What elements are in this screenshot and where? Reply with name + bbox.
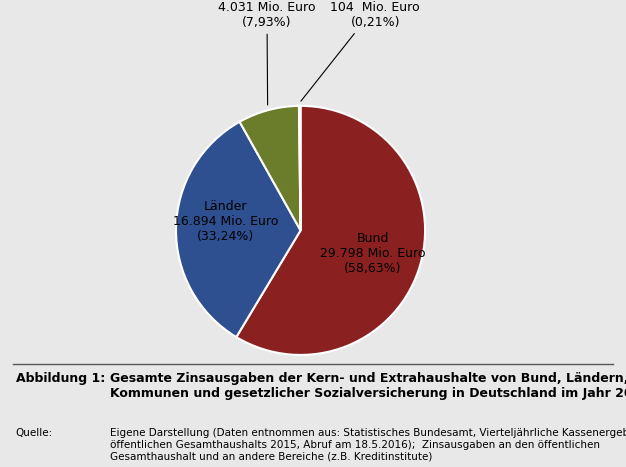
Text: Kommunen
4.031 Mio. Euro
(7,93%): Kommunen 4.031 Mio. Euro (7,93%): [218, 0, 316, 105]
Text: Bund
29.798 Mio. Euro
(58,63%): Bund 29.798 Mio. Euro (58,63%): [320, 233, 426, 276]
Wedge shape: [299, 106, 300, 230]
Text: Eigene Darstellung (Daten entnommen aus: Statistisches Bundesamt, Vierteljährlic: Eigene Darstellung (Daten entnommen aus:…: [110, 428, 626, 461]
Text: Abbildung 1:: Abbildung 1:: [16, 373, 105, 385]
Wedge shape: [176, 122, 300, 337]
Text: Länder
16.894 Mio. Euro
(33,24%): Länder 16.894 Mio. Euro (33,24%): [173, 200, 279, 243]
Text: Sozialversicherung
104  Mio. Euro
(0,21%): Sozialversicherung 104 Mio. Euro (0,21%): [301, 0, 434, 101]
Wedge shape: [240, 106, 300, 230]
Text: Quelle:: Quelle:: [16, 428, 53, 438]
Text: Gesamte Zinsausgaben der Kern- und Extrahaushalte von Bund, Ländern,
Kommunen un: Gesamte Zinsausgaben der Kern- und Extra…: [110, 373, 626, 401]
Wedge shape: [236, 106, 425, 355]
